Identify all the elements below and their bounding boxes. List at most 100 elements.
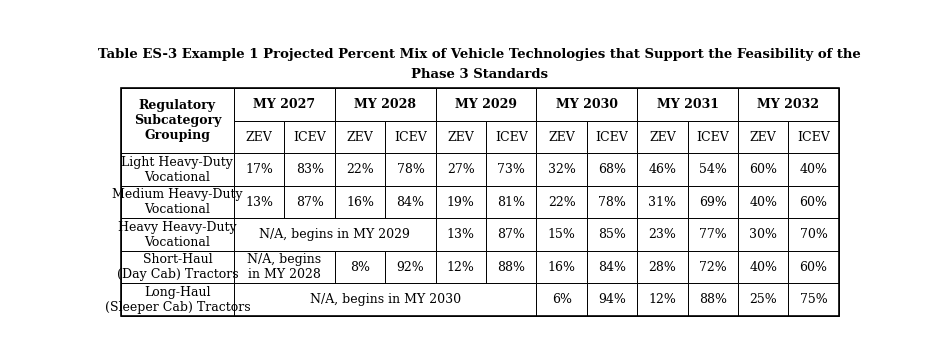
Bar [121, 88, 839, 316]
Text: ICEV: ICEV [293, 131, 326, 144]
Text: ZEV: ZEV [447, 131, 475, 144]
Bar [234, 121, 285, 153]
Text: 78%: 78% [598, 195, 626, 209]
Bar [234, 251, 335, 283]
Bar [335, 251, 386, 283]
Text: 83%: 83% [296, 163, 324, 176]
Bar [688, 283, 738, 316]
Bar [435, 88, 536, 121]
Bar [637, 88, 738, 121]
Text: 60%: 60% [749, 163, 777, 176]
Text: 78%: 78% [397, 163, 424, 176]
Text: 73%: 73% [497, 163, 525, 176]
Bar [587, 186, 637, 218]
Bar [688, 218, 738, 251]
Bar [386, 121, 435, 153]
Text: Long-Haul
(Sleeper Cab) Tractors: Long-Haul (Sleeper Cab) Tractors [105, 286, 250, 314]
Text: 25%: 25% [750, 293, 777, 306]
Bar [335, 88, 435, 121]
Bar [738, 251, 788, 283]
Text: N/A, begins
in MY 2028: N/A, begins in MY 2028 [247, 253, 322, 281]
Text: 27%: 27% [447, 163, 475, 176]
Bar [788, 251, 839, 283]
Text: 12%: 12% [446, 261, 475, 274]
Text: 15%: 15% [548, 228, 576, 241]
Text: 87%: 87% [497, 228, 525, 241]
Text: Heavy Heavy-Duty
Vocational: Heavy Heavy-Duty Vocational [118, 221, 237, 248]
Text: N/A, begins in MY 2030: N/A, begins in MY 2030 [310, 293, 461, 306]
Text: N/A, begins in MY 2029: N/A, begins in MY 2029 [259, 228, 410, 241]
Text: 75%: 75% [799, 293, 827, 306]
Bar [285, 186, 335, 218]
Text: MY 2030: MY 2030 [556, 98, 618, 111]
Bar [285, 121, 335, 153]
Bar [486, 251, 536, 283]
Bar [536, 251, 587, 283]
Text: ZEV: ZEV [346, 131, 373, 144]
Bar [788, 283, 839, 316]
Bar [587, 218, 637, 251]
Bar [234, 153, 285, 186]
Bar [688, 186, 738, 218]
Text: MY 2029: MY 2029 [455, 98, 517, 111]
Bar [386, 153, 435, 186]
Bar [435, 251, 486, 283]
Text: 81%: 81% [497, 195, 525, 209]
Bar [637, 153, 688, 186]
Text: Phase 3 Standards: Phase 3 Standards [411, 68, 548, 81]
Bar [738, 283, 788, 316]
Bar [637, 251, 688, 283]
Text: 28%: 28% [649, 261, 677, 274]
Bar [435, 186, 486, 218]
Bar [738, 218, 788, 251]
Text: 22%: 22% [346, 163, 374, 176]
Bar [637, 121, 688, 153]
Bar [335, 121, 386, 153]
Text: ZEV: ZEV [246, 131, 272, 144]
Bar [788, 153, 839, 186]
Text: 31%: 31% [649, 195, 677, 209]
Text: Regulatory
Subcategory
Grouping: Regulatory Subcategory Grouping [134, 100, 221, 142]
Bar [335, 186, 386, 218]
Text: 84%: 84% [397, 195, 424, 209]
Bar [536, 218, 587, 251]
Bar [121, 88, 234, 153]
Bar [234, 88, 335, 121]
Bar [738, 121, 788, 153]
Bar [637, 283, 688, 316]
Bar [121, 218, 234, 251]
Text: 60%: 60% [799, 195, 827, 209]
Text: 17%: 17% [245, 163, 273, 176]
Text: 12%: 12% [649, 293, 677, 306]
Bar [536, 153, 587, 186]
Text: 13%: 13% [245, 195, 273, 209]
Text: 85%: 85% [598, 228, 626, 241]
Text: 84%: 84% [598, 261, 626, 274]
Text: 19%: 19% [446, 195, 475, 209]
Text: ZEV: ZEV [548, 131, 575, 144]
Bar [637, 186, 688, 218]
Bar [121, 283, 234, 316]
Text: 32%: 32% [548, 163, 576, 176]
Text: MY 2027: MY 2027 [254, 98, 315, 111]
Text: ICEV: ICEV [696, 131, 729, 144]
Bar [486, 218, 536, 251]
Bar [587, 121, 637, 153]
Text: ICEV: ICEV [595, 131, 628, 144]
Bar [386, 251, 435, 283]
Text: 13%: 13% [446, 228, 475, 241]
Bar [536, 121, 587, 153]
Bar [738, 186, 788, 218]
Bar [738, 153, 788, 186]
Bar [738, 88, 839, 121]
Text: Table ES-3 Example 1 Projected Percent Mix of Vehicle Technologies that Support : Table ES-3 Example 1 Projected Percent M… [98, 48, 861, 62]
Text: 30%: 30% [749, 228, 777, 241]
Text: 87%: 87% [296, 195, 324, 209]
Bar [486, 153, 536, 186]
Text: MY 2032: MY 2032 [757, 98, 819, 111]
Bar [121, 251, 234, 283]
Text: 40%: 40% [799, 163, 827, 176]
Bar [536, 283, 587, 316]
Bar [688, 121, 738, 153]
Text: 92%: 92% [397, 261, 424, 274]
